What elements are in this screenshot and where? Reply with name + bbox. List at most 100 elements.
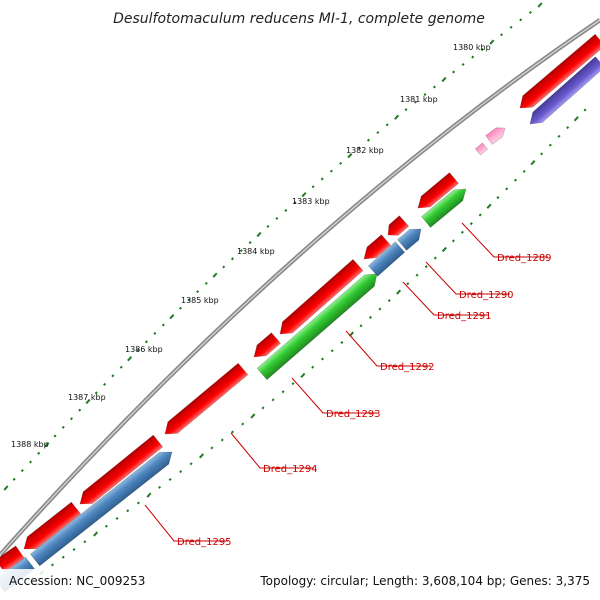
gene-arrow-red[interactable] <box>19 501 82 555</box>
tick-dot-ring <box>3 2 543 491</box>
kbp-labels: 1380 kbp 1381 kbp 1382 kbp 1383 kbp 1384… <box>11 43 491 449</box>
inner-tick <box>199 453 205 459</box>
inner-tick <box>189 462 193 466</box>
kbp-label: 1384 kbp <box>237 247 275 256</box>
tick-dot <box>471 55 475 59</box>
inner-tick <box>540 152 544 156</box>
tick-dot <box>441 76 447 83</box>
tick-dot <box>53 434 57 438</box>
tick-dot <box>187 298 191 302</box>
gene-arrow-purple[interactable] <box>525 56 600 129</box>
tick-dot <box>169 314 175 320</box>
gene-arrow-pink[interactable] <box>485 124 509 145</box>
inner-tick <box>340 340 344 344</box>
gene-arrow-red[interactable] <box>75 434 164 510</box>
kbp-label: 1381 kbp <box>400 95 438 104</box>
inner-tick <box>505 187 509 191</box>
inner-tick <box>513 178 517 182</box>
inner-tick <box>573 116 579 122</box>
gene-arrow-green[interactable] <box>421 184 471 228</box>
tick-dot <box>301 192 307 198</box>
tick-dot <box>275 216 279 220</box>
inner-tick <box>548 143 552 147</box>
inner-tick <box>230 430 235 434</box>
gene-arrow-blue[interactable] <box>367 241 406 277</box>
inner-tick-ring <box>18 108 587 590</box>
gene-label-dred-1289[interactable]: Dred_1289 <box>497 253 552 264</box>
inner-tick <box>158 485 162 489</box>
leader-line <box>461 222 548 258</box>
inner-tick <box>387 299 391 303</box>
leader-line <box>402 281 488 316</box>
tick-dot <box>178 306 182 310</box>
gene-label-dred-1292[interactable]: Dred_1292 <box>380 362 435 373</box>
leader-lines <box>144 222 548 542</box>
tick-dot <box>248 241 252 245</box>
inner-tick <box>136 501 140 505</box>
gene-arrow-green[interactable] <box>256 268 382 381</box>
gene-label-dred-1291[interactable]: Dred_1291 <box>437 311 492 322</box>
tick-dot <box>357 146 361 150</box>
gene-arrow-red[interactable] <box>383 215 410 241</box>
gene-arrow-red[interactable] <box>359 234 391 265</box>
leader-line <box>291 377 377 414</box>
tick-dot <box>196 290 200 294</box>
gene-arrow-blue[interactable] <box>29 446 176 567</box>
tick-dot <box>153 331 157 335</box>
tick-dot <box>256 231 262 238</box>
tick-dot <box>212 272 218 278</box>
gene-features <box>0 33 600 593</box>
gene-arrow-blue[interactable] <box>397 224 425 251</box>
tick-dot <box>20 469 24 473</box>
inner-tick <box>168 477 172 482</box>
gene-arrow-pink[interactable] <box>474 142 489 156</box>
inner-tick <box>378 307 382 311</box>
inner-tick <box>311 365 315 369</box>
inner-tick <box>271 398 275 402</box>
tick-dot <box>509 25 513 29</box>
gene-label-dred-1294[interactable]: Dred_1294 <box>263 464 318 475</box>
inner-tick <box>433 256 437 260</box>
gene-arrow-red[interactable] <box>249 332 281 363</box>
kbp-label: 1388 kbp <box>11 440 49 449</box>
kbp-label: 1387 kbp <box>68 393 106 402</box>
tick-dot <box>37 451 41 455</box>
inner-tick <box>583 108 587 112</box>
tick-dot <box>452 70 456 74</box>
gene-arrow-red[interactable] <box>515 33 600 113</box>
inner-tick <box>460 230 464 234</box>
inner-tick <box>496 196 500 200</box>
gene-arrow-red[interactable] <box>414 172 459 214</box>
tick-dot <box>78 408 82 412</box>
gene-labels: Dred_1289 Dred_1290 Dred_1291 Dred_1292 … <box>177 253 552 548</box>
inner-tick <box>179 470 183 474</box>
tick-dot <box>385 123 389 127</box>
tick-dot <box>127 356 133 362</box>
inner-tick <box>210 446 214 450</box>
tick-dot <box>12 477 16 481</box>
inner-tick <box>469 222 473 226</box>
inner-tick <box>291 382 295 386</box>
gene-arrow-red[interactable] <box>0 545 25 573</box>
tick-dot <box>329 169 333 173</box>
tick-dot <box>94 391 98 395</box>
tick-dot <box>480 48 484 52</box>
tick-dot <box>161 323 165 327</box>
inner-tick <box>104 524 108 528</box>
tick-dot <box>239 249 243 253</box>
inner-tick <box>486 203 492 209</box>
tick-dot <box>119 365 123 369</box>
gene-label-dred-1293[interactable]: Dred_1293 <box>326 409 381 420</box>
gene-arrow-red[interactable] <box>275 258 364 339</box>
gene-label-dred-1295[interactable]: Dred_1295 <box>177 537 232 548</box>
tick-dot <box>29 460 33 464</box>
tick-dot <box>3 485 9 491</box>
inner-tick <box>115 516 119 521</box>
inner-tick <box>566 126 570 130</box>
inner-tick <box>250 413 256 419</box>
kbp-label: 1385 kbp <box>181 296 219 305</box>
gene-label-dred-1290[interactable]: Dred_1290 <box>459 290 514 301</box>
inner-tick <box>396 289 402 295</box>
tick-dot <box>537 2 543 8</box>
gene-arrow-red[interactable] <box>160 362 249 440</box>
